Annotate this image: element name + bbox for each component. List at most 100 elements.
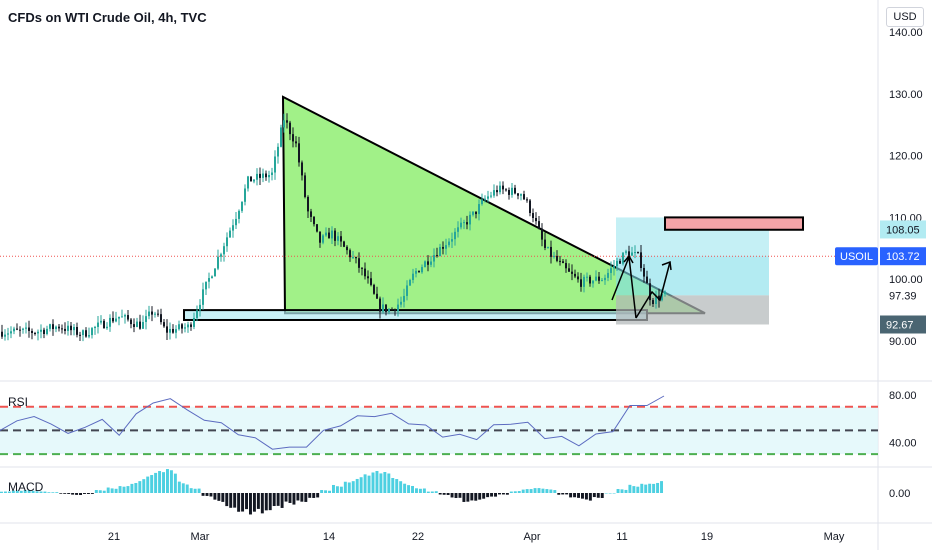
candle — [130, 319, 132, 325]
macd-bar — [110, 488, 114, 493]
candle — [616, 260, 618, 267]
candle — [406, 285, 408, 296]
candle — [493, 190, 495, 196]
candle — [145, 316, 147, 322]
price-tag — [880, 315, 926, 334]
candle — [76, 326, 78, 335]
macd-bar — [237, 493, 241, 512]
candle — [367, 276, 369, 279]
candle — [238, 210, 240, 219]
rsi-label: RSI — [8, 395, 29, 409]
candle — [196, 310, 198, 318]
macd-bar — [118, 486, 122, 493]
candle — [535, 217, 537, 222]
macd-bar — [517, 491, 521, 493]
macd-bar — [59, 493, 63, 494]
macd-bar — [19, 490, 23, 493]
macd-bar — [134, 482, 138, 493]
macd-bar — [533, 488, 537, 493]
macd-bar — [494, 493, 497, 497]
macd-bar — [391, 478, 395, 493]
candle — [637, 252, 639, 254]
candle — [394, 309, 396, 312]
candle — [610, 268, 612, 273]
currency-button[interactable]: USD — [886, 7, 924, 27]
candle — [337, 236, 339, 241]
candle — [463, 222, 465, 224]
macd-bar — [304, 493, 308, 502]
candle — [445, 245, 447, 249]
candle — [118, 316, 120, 319]
macd-bar — [415, 488, 418, 493]
price-tag-label: 103.72 — [886, 251, 920, 263]
macd-bar — [23, 490, 27, 493]
candle — [331, 230, 333, 239]
macd-bar — [426, 491, 430, 493]
candle — [46, 328, 48, 334]
macd-bar — [173, 473, 177, 493]
macd-bar — [280, 493, 284, 508]
candle — [595, 276, 597, 281]
x-tick-label: 19 — [701, 531, 713, 543]
macd-bar — [201, 493, 205, 496]
candle — [532, 213, 534, 218]
candle — [562, 261, 564, 264]
macd-bar — [181, 483, 185, 493]
candle — [577, 276, 579, 280]
candle — [112, 317, 114, 322]
candle — [268, 174, 270, 178]
macd-bar — [106, 487, 110, 493]
macd-bar — [312, 493, 316, 498]
candle — [187, 324, 189, 328]
candle — [475, 211, 477, 215]
candle — [412, 273, 414, 281]
candle — [400, 301, 402, 305]
candle — [184, 327, 186, 329]
macd-bar — [430, 491, 434, 493]
candle — [109, 317, 111, 327]
candle — [598, 276, 600, 281]
macd-bar — [446, 493, 450, 495]
macd-bar — [284, 493, 288, 502]
candle — [364, 268, 366, 277]
candle — [391, 309, 393, 311]
macd-label: MACD — [8, 480, 44, 494]
candle — [547, 246, 549, 248]
candle — [559, 260, 561, 262]
candle — [169, 328, 171, 333]
macd-bar — [320, 490, 324, 493]
macd-bar — [324, 490, 328, 493]
macd-bar — [569, 493, 573, 498]
x-tick-label: Apr — [523, 531, 540, 543]
candle — [229, 230, 231, 238]
macd-bar — [636, 486, 640, 493]
macd-bar — [505, 493, 509, 495]
candle — [646, 276, 648, 284]
macd-bar — [55, 492, 59, 493]
candle — [211, 276, 213, 279]
candle — [415, 270, 417, 274]
candle — [529, 200, 531, 214]
macd-bar — [245, 493, 248, 510]
candle — [601, 280, 603, 282]
candle — [166, 326, 168, 333]
candle — [70, 325, 72, 331]
macd-bar — [411, 485, 414, 493]
candle — [250, 176, 252, 182]
macd-bar — [525, 489, 529, 493]
candle — [433, 255, 435, 262]
candle — [178, 324, 180, 330]
macd-bar — [573, 493, 577, 498]
macd-bar — [146, 476, 150, 493]
macd-bar — [537, 488, 541, 493]
macd-bar — [513, 491, 517, 493]
candle — [43, 329, 45, 334]
macd-bar — [584, 493, 588, 500]
candle — [148, 311, 150, 317]
macd-bar — [292, 493, 296, 505]
macd-bar — [71, 493, 75, 495]
long-stop-zone — [616, 295, 769, 325]
macd-bar — [260, 493, 264, 514]
candle — [292, 134, 294, 142]
